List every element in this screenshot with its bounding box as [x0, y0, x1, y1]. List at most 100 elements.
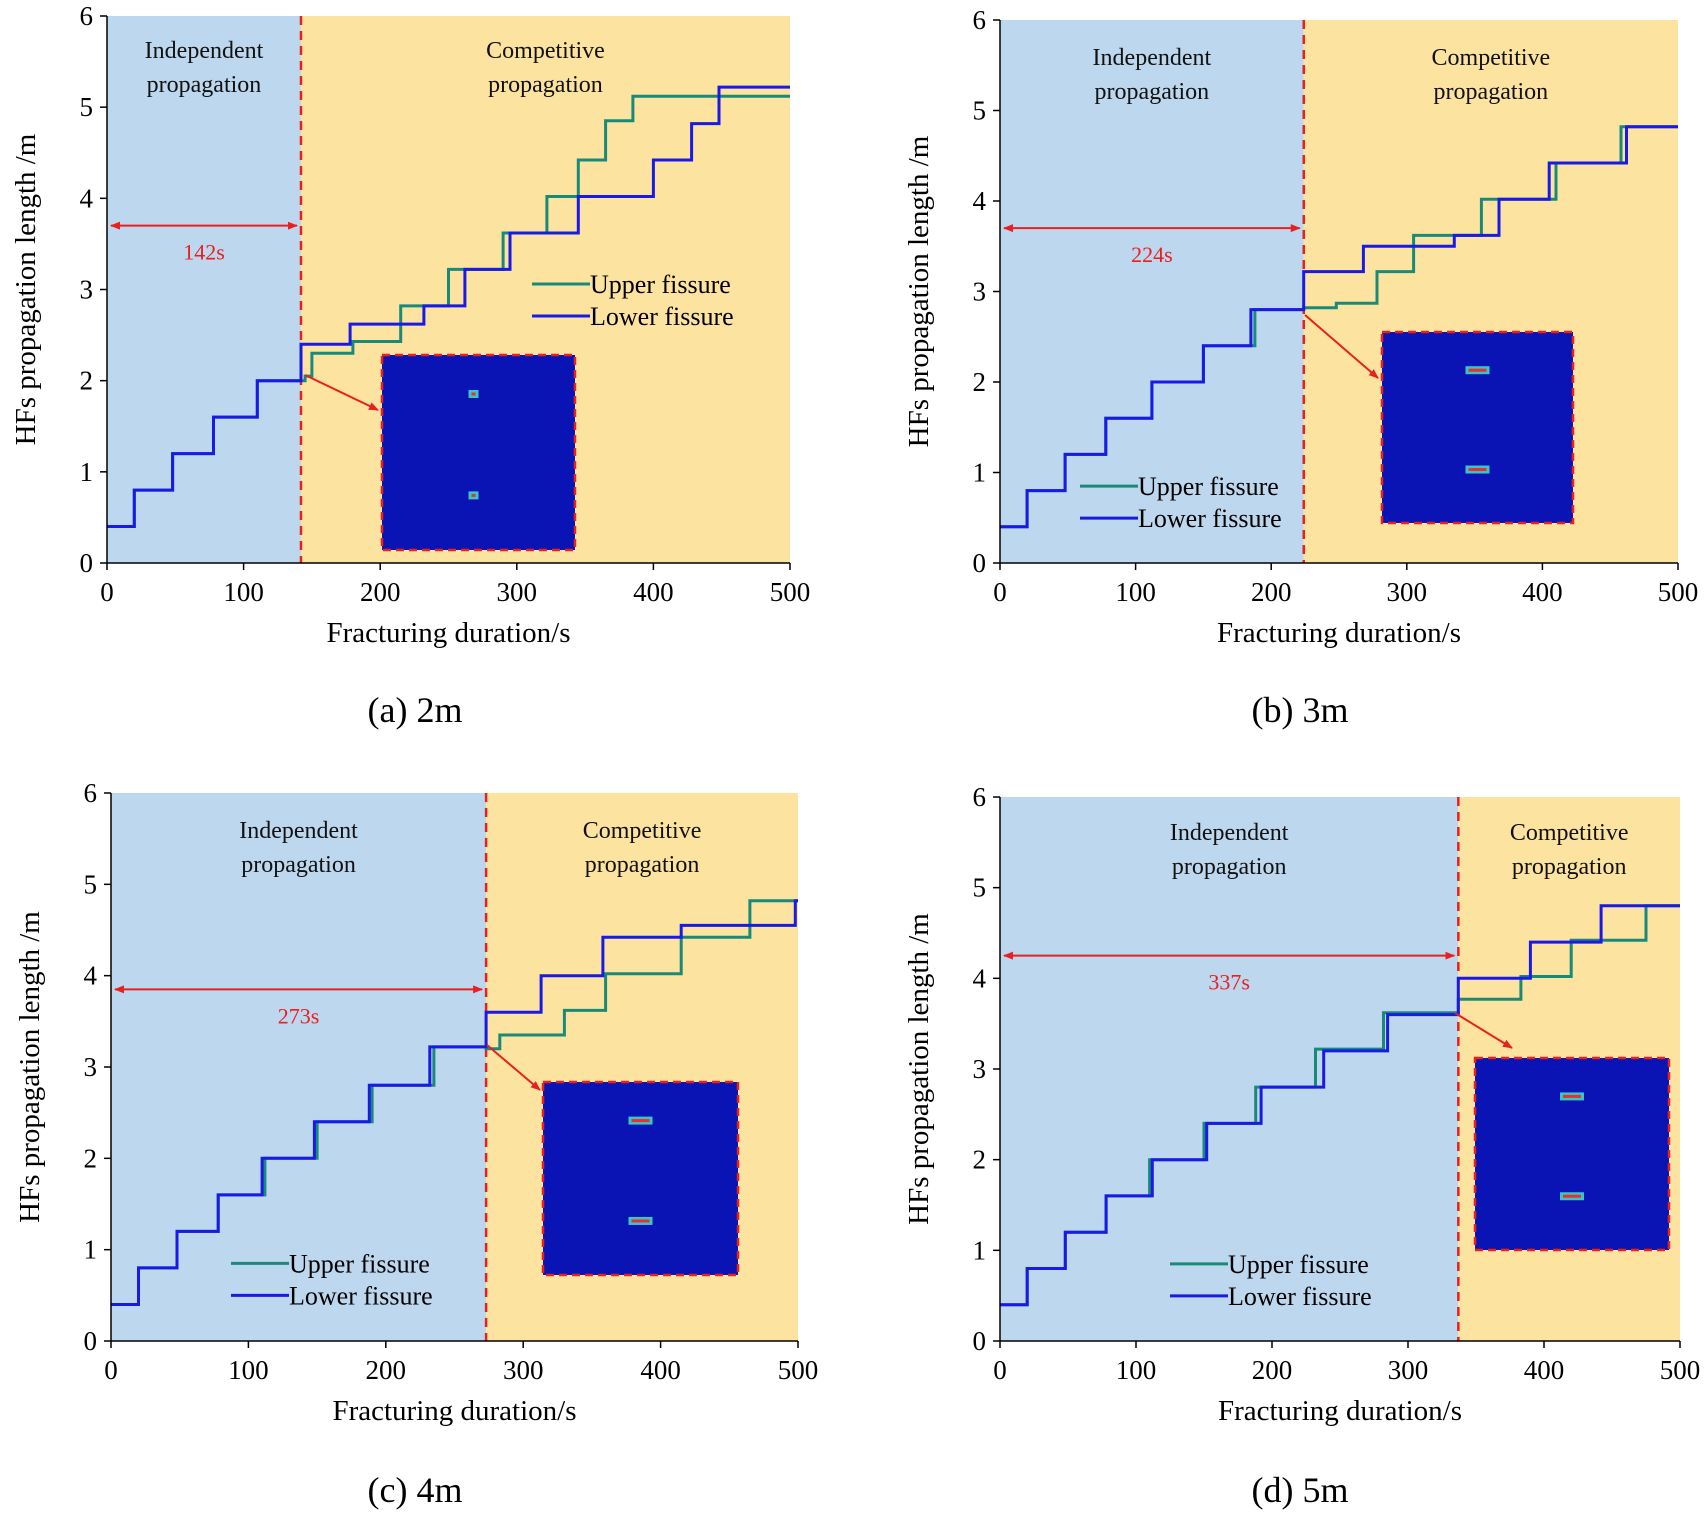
x-tick-label: 200 — [360, 577, 401, 607]
y-axis-title: HFs propagation length /m — [10, 133, 42, 445]
independent-region-label-line2: propagation — [147, 72, 262, 98]
legend-upper-label: Upper fissure — [1228, 1250, 1369, 1279]
competitive-region-label-line2: propagation — [1434, 79, 1549, 105]
independent-region — [1000, 20, 1304, 563]
inset-fissure-core-1 — [631, 1119, 650, 1123]
legend-lower-label: Lower fissure — [590, 302, 734, 331]
x-tick-label: 0 — [993, 577, 1007, 607]
duration-label: 273s — [278, 1003, 320, 1028]
competitive-region-label-line1: Competitive — [583, 818, 702, 844]
y-tick-label: 3 — [84, 1052, 98, 1082]
legend-upper-label: Upper fissure — [289, 1249, 430, 1278]
y-tick-label: 1 — [973, 1235, 987, 1265]
competitive-region-label-line2: propagation — [585, 852, 700, 878]
y-tick-label: 4 — [84, 961, 98, 991]
x-tick-label: 200 — [1251, 577, 1292, 607]
inset-fissure-core-1 — [1563, 1094, 1581, 1098]
x-tick-label: 300 — [503, 1355, 544, 1385]
x-tick-label: 100 — [1116, 1355, 1157, 1385]
x-tick-label: 400 — [1524, 1355, 1565, 1385]
y-tick-label: 0 — [973, 548, 987, 578]
y-axis-title: HFs propagation length /m — [903, 913, 935, 1225]
y-tick-label: 3 — [80, 275, 94, 305]
panel-caption: (d) 5m — [1252, 1470, 1349, 1510]
y-tick-label: 0 — [973, 1326, 987, 1356]
x-tick-label: 400 — [640, 1355, 681, 1385]
y-tick-label: 2 — [973, 367, 987, 397]
y-tick-label: 1 — [84, 1235, 98, 1265]
simulation-inset — [1380, 330, 1575, 525]
inset-fissure-core-2 — [631, 1219, 650, 1223]
inset-fissure-core-2 — [1468, 468, 1487, 472]
chart-panel-b: Independent propagation Competitive propaga… — [903, 5, 1698, 730]
inset-pointer-arrow — [486, 1044, 541, 1091]
x-tick-label: 200 — [1252, 1355, 1293, 1385]
x-tick-label: 0 — [104, 1355, 118, 1385]
independent-region-label-line1: Independent — [1170, 820, 1289, 846]
y-tick-label: 5 — [973, 96, 987, 126]
x-axis-title: Fracturing duration/s — [332, 1395, 576, 1427]
inset-fissure-core-2 — [471, 493, 476, 497]
lower-fissure-line — [1000, 125, 1678, 529]
y-tick-label: 6 — [973, 5, 987, 35]
y-tick-label: 6 — [80, 1, 94, 31]
y-tick-label: 4 — [80, 183, 94, 213]
y-tick-label: 4 — [973, 186, 987, 216]
independent-region-label-line1: Independent — [1093, 45, 1212, 71]
independent-region-label-line1: Independent — [239, 818, 358, 844]
duration-label: 142s — [183, 240, 225, 265]
y-axis-title: HFs propagation length /m — [903, 135, 935, 447]
x-tick-label: 100 — [1115, 577, 1156, 607]
independent-region-label-line2: propagation — [241, 852, 356, 878]
duration-label: 224s — [1131, 242, 1173, 267]
x-tick-label: 500 — [1658, 577, 1699, 607]
x-tick-label: 500 — [1660, 1355, 1701, 1385]
x-tick-label: 500 — [770, 577, 811, 607]
inset-pointer-arrow — [1454, 1012, 1513, 1049]
x-tick-label: 100 — [223, 577, 264, 607]
y-tick-label: 2 — [80, 366, 94, 396]
x-tick-label: 100 — [228, 1355, 269, 1385]
y-tick-label: 3 — [973, 277, 987, 307]
y-tick-label: 6 — [973, 782, 987, 812]
independent-region — [107, 16, 301, 563]
inset-pointer-arrow — [1304, 314, 1379, 379]
x-tick-label: 300 — [497, 577, 538, 607]
lower-fissure-line — [111, 899, 798, 1306]
independent-region-label-line2: propagation — [1172, 854, 1287, 880]
y-tick-label: 5 — [84, 869, 98, 899]
independent-region-label-line1: Independent — [145, 38, 264, 64]
panel-caption: (c) 4m — [368, 1470, 463, 1510]
lower-fissure-line — [1000, 904, 1680, 1307]
panel-caption: (a) 2m — [368, 690, 463, 730]
x-tick-label: 300 — [1388, 1355, 1429, 1385]
y-tick-label: 0 — [80, 548, 94, 578]
x-tick-label: 400 — [1522, 577, 1563, 607]
y-tick-label: 4 — [973, 963, 987, 993]
y-tick-label: 0 — [84, 1326, 98, 1356]
chart-panel-a: Independent propagation Competitive propaga… — [10, 1, 810, 730]
x-tick-label: 0 — [993, 1355, 1007, 1385]
inset-fissure-core-1 — [1468, 368, 1487, 372]
legend-lower-label: Lower fissure — [1228, 1282, 1372, 1311]
simulation-inset — [380, 353, 577, 552]
x-tick-label: 300 — [1387, 577, 1428, 607]
inset-fissure-core-1 — [471, 392, 476, 396]
panel-caption: (b) 3m — [1252, 690, 1349, 730]
chart-panel-d: Independent propagation Competitive propaga… — [903, 782, 1700, 1510]
x-axis-title: Fracturing duration/s — [1218, 1395, 1462, 1427]
y-tick-label: 2 — [973, 1145, 987, 1175]
legend-upper-label: Upper fissure — [590, 270, 731, 299]
x-axis-title: Fracturing duration/s — [1217, 617, 1461, 649]
y-axis-title: HFs propagation length /m — [14, 911, 46, 1223]
x-tick-label: 400 — [633, 577, 674, 607]
y-tick-label: 2 — [84, 1143, 98, 1173]
chart-panel-c: Independent propagation Competitive propaga… — [14, 778, 818, 1510]
independent-region-label-line2: propagation — [1095, 79, 1210, 105]
competitive-region-label-line2: propagation — [488, 72, 603, 98]
inset-fissure-core-2 — [1563, 1194, 1581, 1198]
y-tick-label: 1 — [80, 457, 94, 487]
independent-region — [1000, 797, 1459, 1341]
x-axis-title: Fracturing duration/s — [326, 617, 570, 649]
